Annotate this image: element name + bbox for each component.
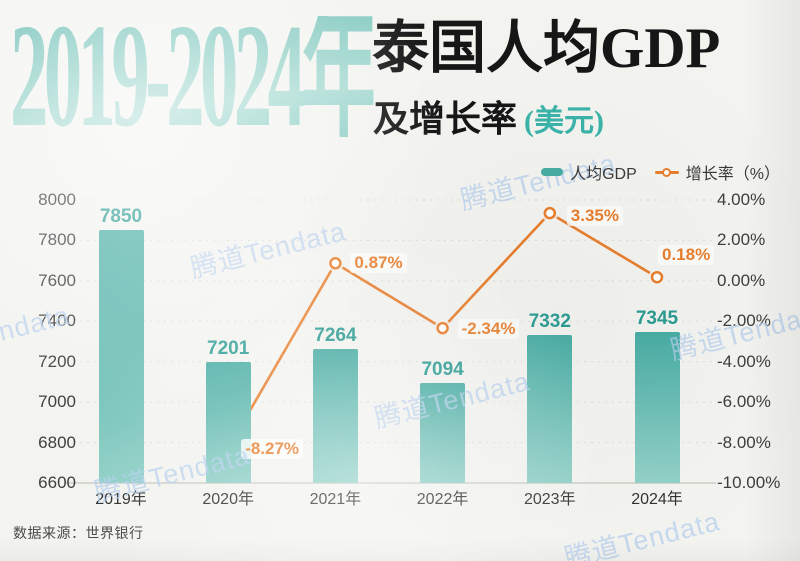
title-year-range: 2019-2024年 — [10, 0, 378, 158]
legend-growth-label: 增长率（%） — [685, 166, 780, 183]
data-source: 数据来源：世界银行 — [13, 525, 144, 541]
gdp-bar-swatch-icon — [541, 168, 564, 176]
legend-gdp-label: 人均GDP — [570, 166, 637, 183]
legend-item-growth: 增长率（%） — [654, 160, 780, 184]
chart-legend: 人均GDP 增长率（%） — [541, 160, 780, 184]
page-subtitle: 及增长率 (美元) — [373, 90, 604, 142]
page-title: 泰国人均GDP — [372, 17, 721, 80]
legend-item-gdp: 人均GDP — [541, 160, 637, 184]
subtitle-text: 及增长率 — [373, 99, 518, 139]
growth-line-swatch-icon — [654, 167, 679, 177]
unit-label: (美元) — [524, 105, 604, 138]
